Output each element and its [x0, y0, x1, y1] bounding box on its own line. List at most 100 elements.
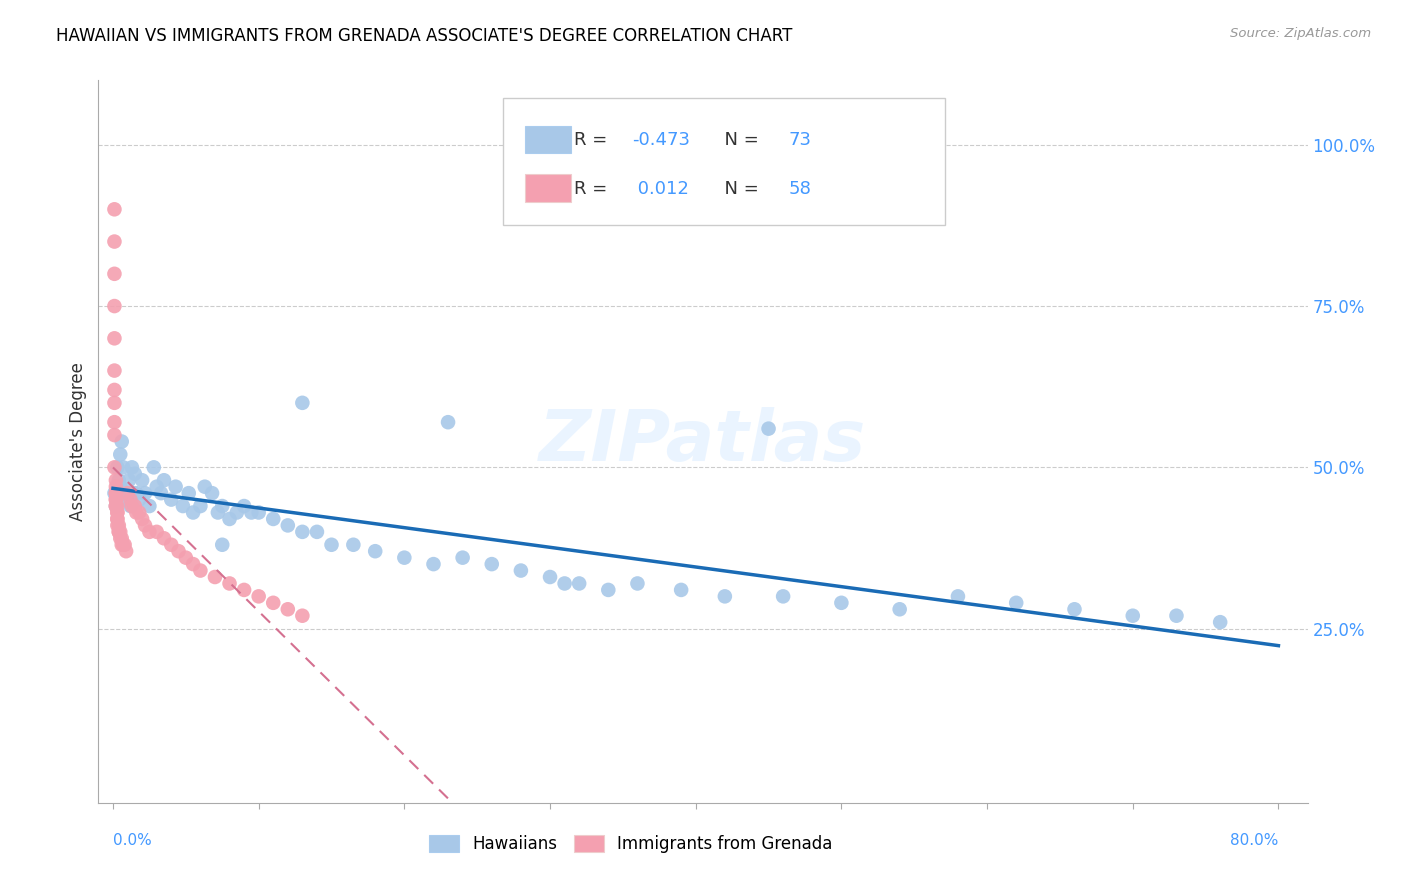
Point: [124, 467, 146, 481]
Text: N =: N =: [713, 131, 765, 149]
Text: 73: 73: [789, 131, 811, 149]
Text: 0.012: 0.012: [631, 179, 689, 198]
Point: [128, 506, 150, 520]
Point: [104, 473, 127, 487]
Point: [105, 506, 128, 520]
Text: ZIPatlas: ZIPatlas: [540, 407, 866, 476]
Point: [103, 299, 125, 313]
Point: [160, 538, 183, 552]
Point: [111, 434, 134, 449]
Point: [145, 524, 167, 539]
Point: [104, 499, 127, 513]
Point: [104, 499, 127, 513]
Point: [291, 396, 314, 410]
Point: [105, 518, 128, 533]
Point: [233, 582, 256, 597]
Point: [125, 486, 148, 500]
Point: [103, 383, 125, 397]
Point: [105, 460, 128, 475]
Point: [218, 576, 240, 591]
Point: [104, 492, 127, 507]
Point: [120, 499, 142, 513]
FancyBboxPatch shape: [526, 126, 571, 153]
Text: -0.473: -0.473: [631, 131, 690, 149]
Point: [211, 499, 233, 513]
Point: [277, 518, 299, 533]
Point: [110, 480, 132, 494]
Point: [103, 428, 125, 442]
Text: 80.0%: 80.0%: [1230, 833, 1278, 848]
Point: [946, 590, 969, 604]
Point: [165, 480, 187, 494]
Point: [115, 544, 138, 558]
Point: [262, 596, 284, 610]
Point: [105, 512, 128, 526]
Point: [190, 564, 212, 578]
Point: [211, 538, 233, 552]
Point: [114, 486, 136, 500]
Point: [247, 506, 270, 520]
Point: [364, 544, 387, 558]
Point: [105, 512, 128, 526]
Point: [291, 608, 314, 623]
Point: [1209, 615, 1232, 630]
Text: R =: R =: [574, 131, 613, 149]
Point: [131, 473, 153, 487]
Point: [112, 538, 135, 552]
Legend: Hawaiians, Immigrants from Grenada: Hawaiians, Immigrants from Grenada: [422, 828, 839, 860]
Point: [394, 550, 416, 565]
Point: [134, 518, 156, 533]
FancyBboxPatch shape: [526, 174, 571, 202]
Point: [105, 486, 128, 500]
Point: [204, 570, 226, 584]
Point: [177, 486, 200, 500]
Point: [110, 524, 132, 539]
Point: [103, 363, 125, 377]
Text: HAWAIIAN VS IMMIGRANTS FROM GRENADA ASSOCIATE'S DEGREE CORRELATION CHART: HAWAIIAN VS IMMIGRANTS FROM GRENADA ASSO…: [56, 27, 793, 45]
Point: [104, 480, 127, 494]
Point: [509, 564, 531, 578]
Point: [153, 473, 176, 487]
Point: [451, 550, 474, 565]
Point: [112, 460, 135, 475]
Point: [1063, 602, 1085, 616]
Point: [103, 460, 125, 475]
Point: [218, 512, 240, 526]
Point: [758, 422, 780, 436]
Point: [190, 499, 212, 513]
Point: [830, 596, 852, 610]
Point: [262, 512, 284, 526]
Point: [134, 486, 156, 500]
Point: [422, 557, 444, 571]
Point: [104, 486, 127, 500]
Point: [117, 486, 139, 500]
Point: [138, 499, 160, 513]
Point: [437, 415, 460, 429]
Point: [108, 524, 131, 539]
Point: [291, 524, 314, 539]
Point: [105, 506, 128, 520]
Point: [181, 506, 204, 520]
Point: [103, 396, 125, 410]
Point: [160, 492, 183, 507]
Point: [225, 506, 247, 520]
Point: [111, 531, 134, 545]
Point: [104, 499, 127, 513]
Point: [103, 415, 125, 429]
Point: [103, 267, 125, 281]
Point: [626, 576, 648, 591]
Point: [103, 202, 125, 217]
Point: [305, 524, 328, 539]
Point: [105, 499, 128, 513]
Point: [108, 524, 131, 539]
Point: [240, 506, 263, 520]
Point: [145, 480, 167, 494]
Point: [110, 447, 132, 461]
Point: [554, 576, 576, 591]
Point: [568, 576, 591, 591]
Point: [108, 518, 131, 533]
Point: [131, 512, 153, 526]
Point: [207, 506, 229, 520]
Point: [321, 538, 343, 552]
Point: [110, 531, 132, 545]
